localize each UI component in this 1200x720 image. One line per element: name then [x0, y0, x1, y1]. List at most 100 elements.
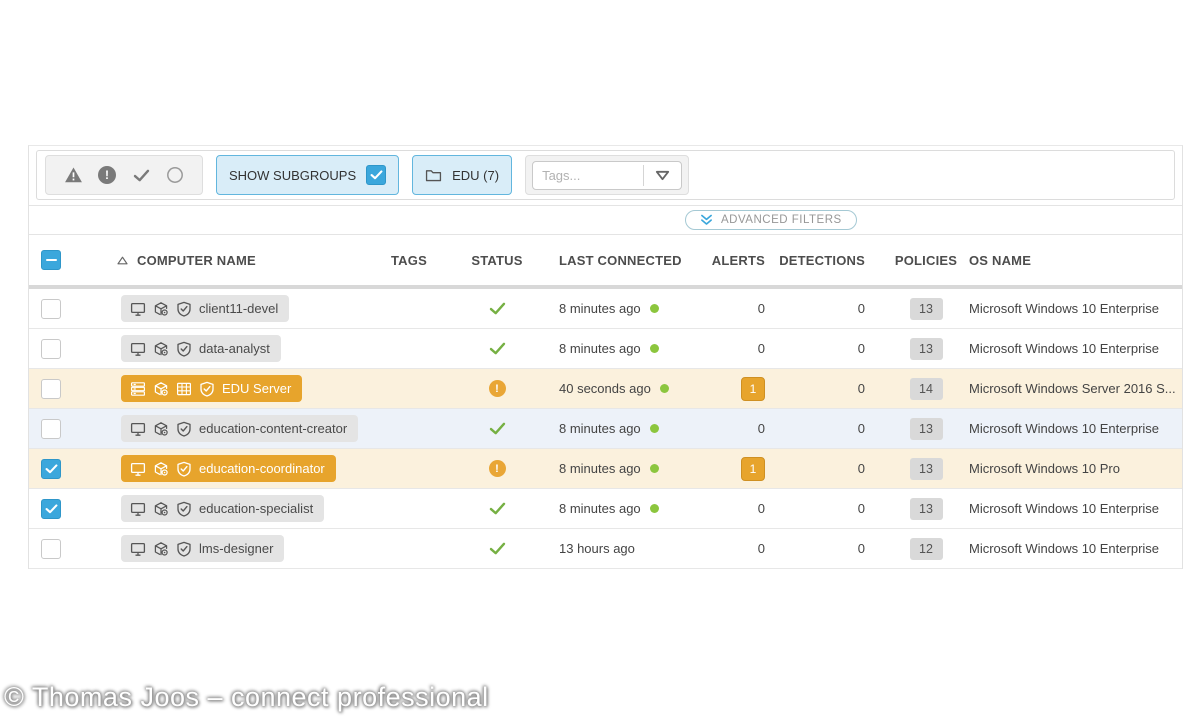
- desktop-icon: [130, 461, 146, 477]
- divider: [643, 164, 645, 186]
- table-row[interactable]: client11-devel 8 minutes ago 0 0 13 Micr…: [29, 289, 1182, 329]
- shield-check-icon: [176, 341, 192, 357]
- alerts-count: 0: [757, 541, 765, 556]
- status-ok-icon: [489, 422, 506, 435]
- circle-outline-icon: [166, 166, 184, 184]
- last-connected: 40 seconds ago: [559, 381, 651, 396]
- online-dot-icon: [649, 504, 659, 513]
- row-checkbox[interactable]: [41, 298, 61, 319]
- computer-pill[interactable]: education-specialist: [121, 495, 325, 522]
- policies-badge[interactable]: 13: [909, 417, 943, 440]
- last-connected: 8 minutes ago: [559, 301, 641, 316]
- policies-badge[interactable]: 13: [909, 457, 943, 480]
- table-row[interactable]: lms-designer 13 hours ago 0 0 12 Microso…: [29, 529, 1182, 569]
- column-tags[interactable]: TAGS: [371, 235, 459, 285]
- group-filter-button[interactable]: EDU (7): [412, 155, 513, 195]
- policies-badge[interactable]: 13: [909, 497, 943, 520]
- alerts-badge[interactable]: 1: [741, 456, 765, 481]
- tags-cell: [371, 529, 459, 568]
- desktop-icon: [130, 341, 146, 357]
- column-computer-name[interactable]: COMPUTER NAME: [91, 235, 371, 285]
- advanced-filters-button[interactable]: ADVANCED FILTERS: [685, 210, 857, 230]
- last-connected: 8 minutes ago: [559, 341, 641, 356]
- column-label: STATUS: [471, 252, 523, 268]
- row-checkbox[interactable]: [41, 338, 61, 359]
- product-cube-icon: [153, 501, 169, 517]
- computer-name: lms-designer: [199, 541, 274, 556]
- table-row[interactable]: education-specialist 8 minutes ago 0 0 1…: [29, 489, 1182, 529]
- filter-ok-button[interactable]: [124, 157, 158, 193]
- alerts-count: 0: [757, 341, 765, 356]
- row-checkbox[interactable]: [41, 538, 61, 559]
- column-alerts[interactable]: ALERTS: [705, 235, 785, 285]
- folder-icon: [425, 168, 442, 183]
- row-checkbox[interactable]: [41, 418, 61, 439]
- os-name: Microsoft Windows 10 Enterprise: [969, 541, 1160, 556]
- policies-badge[interactable]: 13: [909, 337, 943, 360]
- tags-dropdown-button[interactable]: [644, 162, 681, 189]
- status-ok-icon: [489, 302, 506, 315]
- alerts-count: 0: [757, 301, 765, 316]
- status-ok-icon: [489, 542, 506, 555]
- grid-icon: [176, 381, 192, 397]
- os-name: Microsoft Windows 10 Enterprise: [969, 301, 1160, 316]
- filter-unknown-button[interactable]: [158, 157, 192, 193]
- checkmark-icon: [45, 464, 58, 474]
- last-connected: 8 minutes ago: [559, 421, 641, 436]
- online-dot-icon: [649, 344, 659, 353]
- computer-pill[interactable]: education-coordinator: [121, 455, 336, 482]
- product-cube-icon: [153, 381, 169, 397]
- error-circle-icon: !: [98, 166, 116, 184]
- computer-pill[interactable]: EDU Server: [121, 375, 303, 402]
- toolbar-card: ! SHOW SUBGROUPS EDU (7): [36, 150, 1175, 200]
- filter-warning-button[interactable]: [56, 157, 90, 193]
- column-label: COMPUTER NAME: [137, 252, 256, 268]
- advanced-filters-row: ADVANCED FILTERS: [29, 206, 1182, 235]
- tags-input[interactable]: [533, 167, 644, 183]
- tags-field: [532, 160, 683, 190]
- desktop-icon: [130, 541, 146, 557]
- policies-badge[interactable]: 13: [909, 297, 943, 320]
- column-detections[interactable]: DETECTIONS: [779, 235, 885, 285]
- table-header: COMPUTER NAME TAGS STATUS LAST CONNECTED…: [29, 235, 1182, 289]
- os-name: Microsoft Windows 10 Enterprise: [969, 341, 1160, 356]
- detections-count: 0: [857, 301, 865, 316]
- product-cube-icon: [153, 421, 169, 437]
- status-ok-icon: [489, 502, 506, 515]
- policies-badge[interactable]: 12: [909, 537, 943, 560]
- row-checkbox[interactable]: [41, 378, 61, 399]
- filter-error-button[interactable]: !: [90, 157, 124, 193]
- table-row[interactable]: data-analyst 8 minutes ago 0 0 13 Micros…: [29, 329, 1182, 369]
- os-name: Microsoft Windows 10 Enterprise: [969, 421, 1160, 436]
- alerts-badge[interactable]: 1: [741, 376, 765, 401]
- os-name: Microsoft Windows 10 Pro: [969, 461, 1120, 476]
- table-row[interactable]: education-content-creator 8 minutes ago …: [29, 409, 1182, 449]
- row-checkbox[interactable]: [41, 498, 61, 519]
- show-subgroups-button[interactable]: SHOW SUBGROUPS: [216, 155, 400, 195]
- computer-pill[interactable]: data-analyst: [121, 335, 281, 362]
- column-last-connected[interactable]: LAST CONNECTED: [535, 235, 705, 285]
- column-os-name[interactable]: OS NAME: [967, 235, 1182, 285]
- check-icon: [133, 169, 150, 182]
- table-row[interactable]: EDU Server ! 40 seconds ago 1 0 14 Micro…: [29, 369, 1182, 409]
- table-row[interactable]: education-coordinator ! 8 minutes ago 1 …: [29, 449, 1182, 489]
- computer-pill[interactable]: lms-designer: [121, 535, 285, 562]
- select-all-checkbox[interactable]: [41, 250, 61, 270]
- tags-cell: [371, 369, 459, 408]
- column-status[interactable]: STATUS: [459, 235, 535, 285]
- policies-badge[interactable]: 14: [909, 377, 943, 400]
- server-icon: [130, 381, 146, 397]
- computer-pill[interactable]: education-content-creator: [121, 415, 359, 442]
- checkmark-icon: [370, 170, 383, 180]
- product-cube-icon: [153, 301, 169, 317]
- toolbar: ! SHOW SUBGROUPS EDU (7): [29, 146, 1182, 206]
- os-name: Microsoft Windows 10 Enterprise: [969, 501, 1160, 516]
- product-cube-icon: [153, 461, 169, 477]
- column-label: TAGS: [391, 252, 427, 268]
- computer-pill[interactable]: client11-devel: [121, 295, 290, 322]
- status-warning-icon: !: [488, 460, 506, 477]
- show-subgroups-checkbox[interactable]: [366, 165, 387, 185]
- column-policies[interactable]: POLICIES: [885, 235, 967, 285]
- row-checkbox[interactable]: [41, 458, 61, 479]
- advanced-filters-label: ADVANCED FILTERS: [721, 214, 842, 226]
